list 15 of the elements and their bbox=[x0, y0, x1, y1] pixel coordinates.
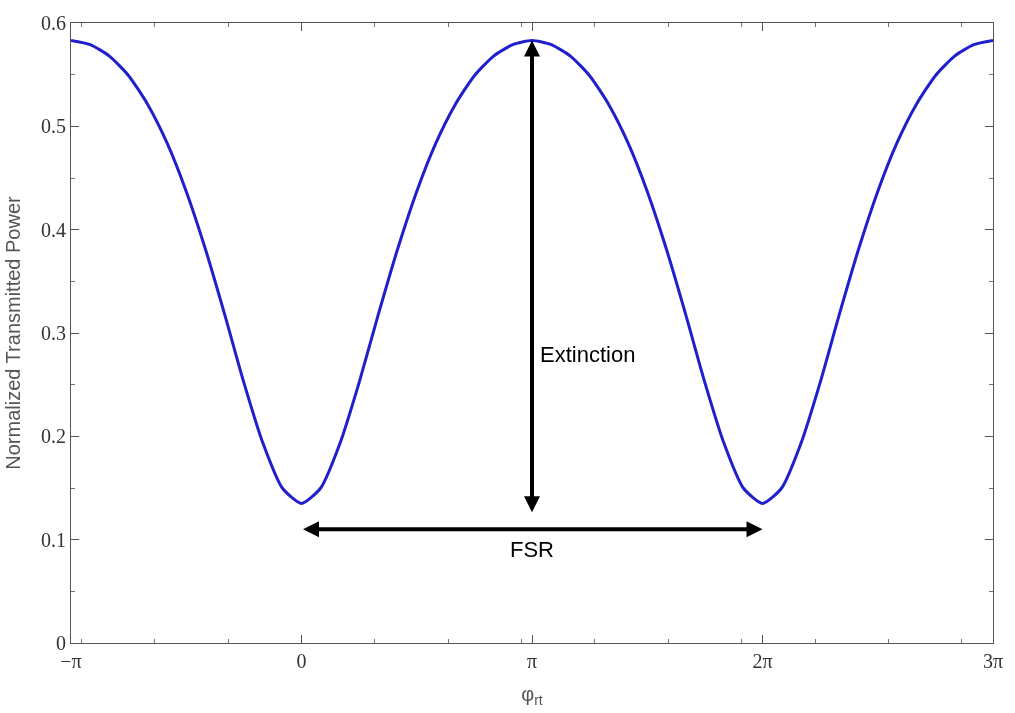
y-tick-label: 0.5 bbox=[41, 115, 66, 138]
line-series bbox=[71, 39, 993, 505]
x-tick-label: 0 bbox=[296, 650, 307, 672]
y-axis-title: Normalized Transmitted Power bbox=[1, 195, 24, 470]
annotation: FSR bbox=[510, 537, 554, 562]
x-axis-title: φ$_{rt}$ bbox=[521, 682, 543, 708]
annotation: Extinction bbox=[540, 342, 636, 367]
x-tick-label: 3π bbox=[982, 650, 1004, 672]
y-tick-label: 0.6 bbox=[41, 12, 66, 34]
x-tick-label: π bbox=[526, 650, 538, 672]
y-tick-label: 0.2 bbox=[41, 425, 66, 448]
y-tick-label: 0.3 bbox=[41, 322, 66, 344]
y-tick-label: 0.1 bbox=[41, 528, 66, 551]
x-tick-label: 2π bbox=[752, 650, 773, 672]
y-tick-label: 0.4 bbox=[41, 218, 66, 241]
